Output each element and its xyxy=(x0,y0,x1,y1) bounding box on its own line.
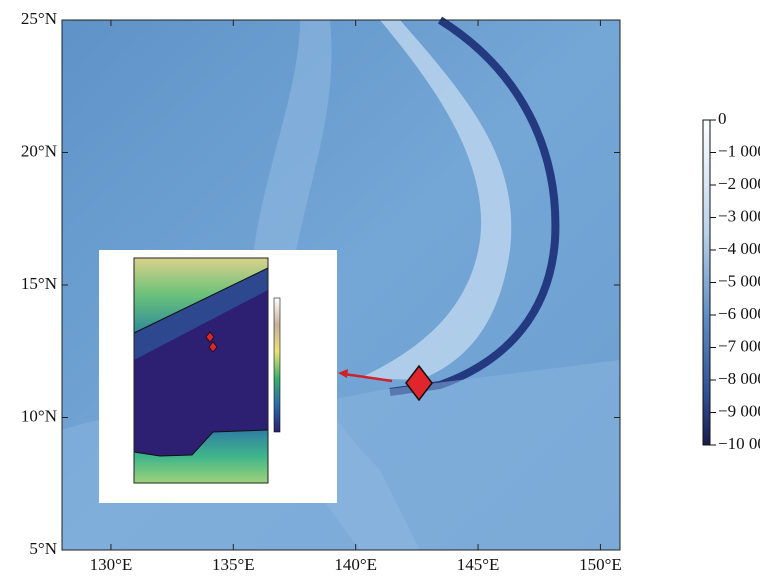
colorbar xyxy=(703,120,710,445)
colorbar-tick-label: −3 000 xyxy=(718,206,760,225)
colorbar-tick-label: −1 000 xyxy=(718,141,760,160)
lon-tick-label: 130°E xyxy=(90,555,133,574)
lat-tick-label: 5°N xyxy=(29,539,57,558)
colorbar-tick-label: −9 000 xyxy=(718,401,760,420)
colorbar-tick-label: −2 000 xyxy=(718,174,760,193)
lon-tick-label: 140°E xyxy=(334,555,377,574)
colorbar-tick-label: −6 000 xyxy=(718,304,760,323)
lat-tick-label: 10°N xyxy=(21,406,57,425)
inset xyxy=(99,250,337,503)
inset-colorbar xyxy=(274,298,280,432)
figure: 5°N 10°N 15°N 20°N 25°N 130°E 135°E 140°E 145°E 1… xyxy=(0,0,760,579)
lat-tick-label: 15°N xyxy=(21,274,57,293)
lat-tick-label: 25°N xyxy=(21,9,57,28)
lon-tick-label: 150°E xyxy=(579,555,622,574)
colorbar-tick-label: −4 000 xyxy=(718,239,760,258)
colorbar-tick-label: 0 xyxy=(718,109,727,128)
colorbar-tick-label: −8 000 xyxy=(718,369,760,388)
lat-tick-label: 20°N xyxy=(21,141,57,160)
lon-tick-label: 135°E xyxy=(212,555,255,574)
lon-tick-label: 145°E xyxy=(457,555,500,574)
colorbar-tick-label: −5 000 xyxy=(718,271,760,290)
colorbar-tick-label: −10 000 xyxy=(718,434,760,453)
colorbar-tick-label: −7 000 xyxy=(718,336,760,355)
